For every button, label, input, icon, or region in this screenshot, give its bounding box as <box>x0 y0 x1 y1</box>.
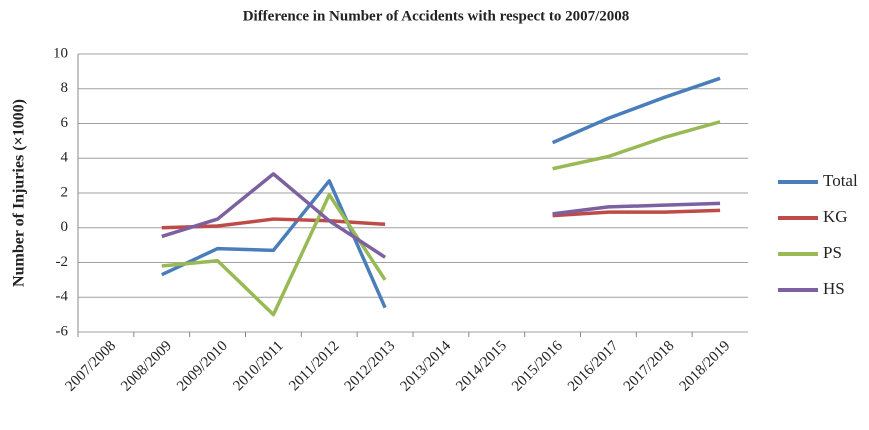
legend-label: HS <box>823 279 845 298</box>
x-tick-label: 2010/2011 <box>230 338 286 394</box>
legend-label: PS <box>823 243 842 262</box>
y-tick-label: 0 <box>61 219 69 235</box>
line-series <box>161 172 387 259</box>
legend-label: KG <box>823 207 848 226</box>
legend-label: Total <box>823 171 858 190</box>
x-tick-label: 2014/2015 <box>453 338 510 395</box>
y-tick-label: -4 <box>56 289 69 305</box>
y-tick-label: 4 <box>61 150 69 166</box>
y-tick-label: -6 <box>56 323 69 339</box>
chart-title: Difference in Number of Accidents with r… <box>243 8 630 24</box>
line-series <box>551 76 721 145</box>
line-series <box>161 192 387 317</box>
line-series <box>552 208 721 218</box>
x-tick-label: 2012/2013 <box>342 338 399 395</box>
line-series <box>552 120 721 171</box>
x-tick-label: 2016/2017 <box>565 338 622 395</box>
x-tick-label: 2011/2012 <box>286 338 342 394</box>
y-tick-label: 2 <box>61 184 69 200</box>
x-tick-label: 2018/2019 <box>677 338 734 395</box>
x-tick-label: 2008/2009 <box>118 338 175 395</box>
line-series <box>552 201 721 216</box>
x-tick-label: 2009/2010 <box>174 338 231 395</box>
y-tick-label: 8 <box>61 80 69 96</box>
x-tick-label: 2015/2016 <box>509 338 566 395</box>
x-tick-label: 2017/2018 <box>621 338 678 395</box>
y-tick-label: 6 <box>61 115 69 131</box>
line-series <box>161 179 387 309</box>
y-tick-label: 10 <box>53 45 68 61</box>
y-tick-label: -2 <box>56 254 69 270</box>
y-axis-label: Number of Injuries (×1000) <box>11 99 28 287</box>
x-tick-label: 2013/2014 <box>397 338 454 395</box>
x-tick-label: 2007/2008 <box>62 338 119 395</box>
